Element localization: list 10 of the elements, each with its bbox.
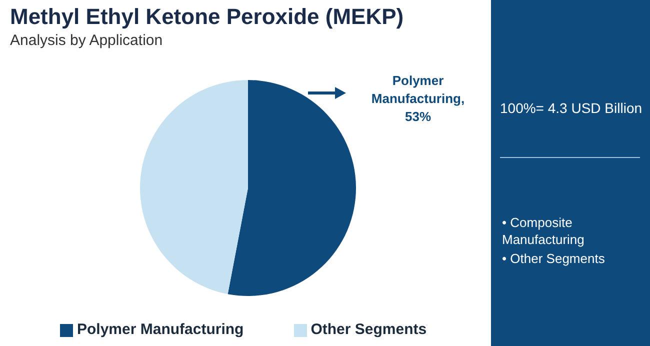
data-label: Polymer Manufacturing, 53% bbox=[370, 72, 466, 126]
text: • Other Segments bbox=[502, 250, 606, 267]
text: • Composite Manufacturing bbox=[502, 214, 586, 248]
text: 100%= 4.3 USD Billion bbox=[500, 100, 644, 117]
chart-subtitle: Analysis by Application bbox=[10, 32, 163, 49]
pie-slice bbox=[228, 80, 356, 296]
legend-label: Other Segments bbox=[310, 321, 427, 338]
chart-title: Methyl Ethyl Ketone Peroxide (MEKP) bbox=[10, 4, 404, 30]
pie-slice bbox=[140, 80, 248, 294]
legend-label: Polymer Manufacturing bbox=[77, 321, 244, 338]
